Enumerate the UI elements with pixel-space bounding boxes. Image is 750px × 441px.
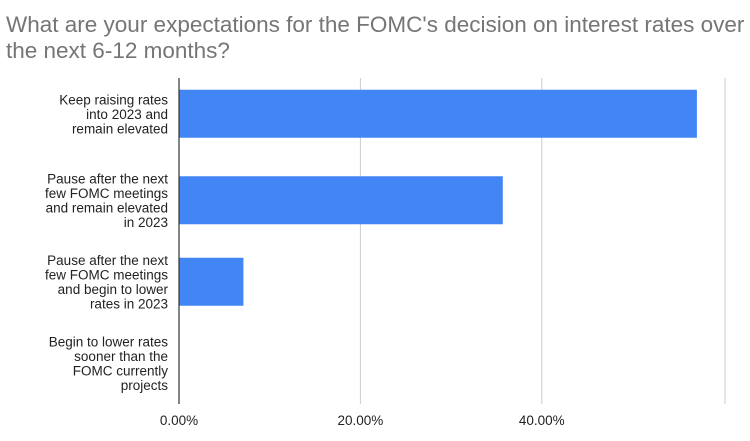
chart-title: What are your expectations for the FOMC'… bbox=[6, 12, 745, 63]
bar-2 bbox=[179, 257, 244, 306]
category-label-2-1: few FOMC meetings bbox=[45, 268, 168, 283]
bar-1 bbox=[179, 176, 503, 225]
category-label-3-3: projects bbox=[121, 378, 169, 393]
x-tick-label-1: 20.00% bbox=[338, 413, 384, 428]
category-label-0-2: remain elevated bbox=[72, 121, 168, 136]
bar-0 bbox=[179, 89, 697, 138]
category-label-1-2: and remain elevated bbox=[46, 201, 168, 216]
x-tick-label-2: 40.00% bbox=[519, 413, 565, 428]
category-label-0-0: Keep raising rates bbox=[59, 92, 168, 107]
category-label-2-0: Pause after the next bbox=[47, 253, 168, 268]
category-label-1-0: Pause after the next bbox=[47, 172, 168, 187]
category-label-2-2: and begin to lower bbox=[58, 282, 169, 297]
category-label-2-3: rates in 2023 bbox=[90, 297, 168, 312]
x-tick-label-0: 0.00% bbox=[160, 413, 198, 428]
category-label-0-1: into 2023 and bbox=[86, 107, 168, 122]
category-label-3-1: sooner than the bbox=[74, 349, 168, 364]
category-label-1-1: few FOMC meetings bbox=[45, 186, 168, 201]
category-label-1-3: in 2023 bbox=[124, 215, 168, 230]
category-label-3-0: Begin to lower rates bbox=[49, 335, 169, 350]
category-label-3-2: FOMC currently bbox=[73, 364, 169, 379]
